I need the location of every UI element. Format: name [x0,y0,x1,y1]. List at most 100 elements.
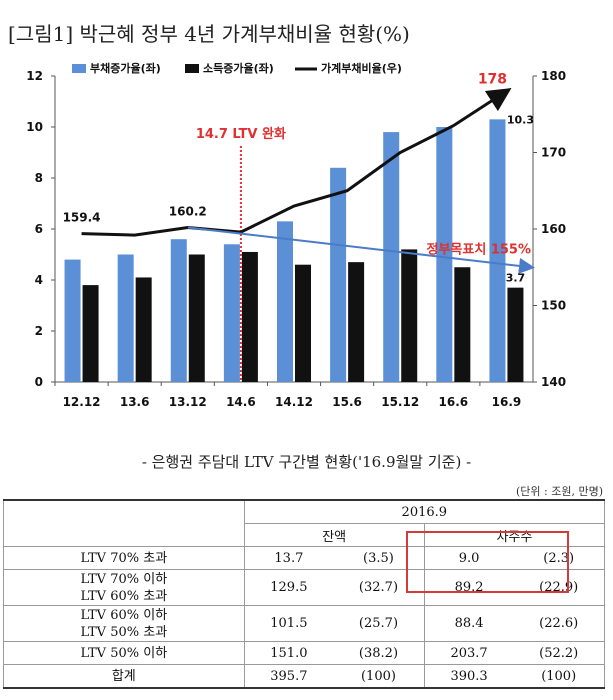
income-growth-bar [454,267,471,382]
borrowers-value: 203.7 [423,641,514,665]
right-tick-label: 170 [541,146,566,160]
x-tick-label: 13.12 [169,395,207,409]
table-row: LTV 50% 이하 151.0 (38.2) 203.7 (52.2) [3,641,606,665]
government-target-line [187,226,535,274]
debt-growth-bar [383,132,400,382]
header-corner [3,499,245,547]
balance-value: 13.7 [243,546,334,570]
row-label: 합계 [3,664,245,689]
left-tick-label: 4 [35,273,43,287]
ltv-unit-note: (단위 : 조원, 만명) [516,485,603,498]
x-tick-label: 12.12 [63,395,101,409]
right-tick-label: 140 [541,375,566,389]
debt-growth-bar [436,127,453,382]
row-label: LTV 60% 이하 LTV 50% 초과 [3,605,245,642]
table-row: LTV 70% 이하 LTV 60% 초과 129.5 (32.7) 89.2 (22.9… [3,569,606,606]
borrowers-value: 89.2 [423,569,514,606]
x-tick-label: 13.6 [120,395,150,409]
row-label: LTV 70% 이하 LTV 60% 초과 [3,569,245,606]
debt-growth-bar [223,244,240,382]
row-label-line: LTV 60% 이하 [80,607,168,623]
row-label-line: LTV 50% 초과 [80,624,168,640]
debt-growth-bar [330,167,347,382]
right-tick-label: 180 [541,69,566,83]
borrowers-value: 9.0 [423,546,514,570]
borrowers-share: (22.9) [513,569,606,606]
income-growth-bar [82,285,99,382]
left-tick-label: 12 [26,69,43,83]
legend-swatch-income-growth [185,64,199,73]
figure-title: [그림1] 박근혜 정부 4년 가계부채비율 현황(%) [8,22,410,46]
header-period: 2016.9 [243,499,606,524]
x-tick-label: 16.6 [439,395,469,409]
balance-share: (100) [333,664,425,689]
x-tick-label: 15.6 [332,395,362,409]
legend-label-debt-growth: 부채증가율(좌) [90,61,161,75]
right-tick-label: 150 [541,299,566,313]
data-label: 178 [478,71,507,87]
household-debt-ratio-line [81,88,512,237]
ltv-table: 2016.9 잔액 차주수 LTV 70% 초과 13.7 (3.5) 9.0 (2.3) LT… [3,499,606,689]
header-balance: 잔액 [243,523,425,547]
borrowers-share: (52.2) [513,641,606,665]
debt-growth-bar [170,239,187,382]
debt-growth-bar [277,221,293,382]
x-tick-label: 14.12 [275,395,313,409]
borrowers-share: (22.6) [513,605,606,642]
legend-label-debt-ratio: 가계부채비율(우) [321,61,402,75]
row-label-line: LTV 70% 초과 [80,550,168,566]
borrowers-share: (100) [513,664,606,689]
balance-share: (32.7) [333,569,425,606]
balance-share: (38.2) [333,641,425,665]
balance-value: 395.7 [243,664,334,689]
income-growth-bar [507,287,524,382]
balance-value: 129.5 [243,569,334,606]
government-target-label: 정부목표치 155% [427,241,532,257]
left-tick-label: 2 [35,324,43,338]
legend-swatch-debt-growth [72,64,86,73]
legend-label-income-growth: 소득증가율(좌) [203,61,274,75]
data-label: 10.3 [507,113,534,126]
debt-ratio-chart: 0 2 4 6 8 10 12 140 150 160 170 180 12.12 13.6 13.12 14… [26,61,566,409]
balance-share: (3.5) [333,546,425,570]
balance-share: (25.7) [333,605,425,642]
data-label: 159.4 [63,211,101,225]
income-growth-bar [401,249,418,382]
table-row: 합계 395.7 (100) 390.3 (100) [3,664,606,689]
row-label-line: LTV 70% 이하 [80,571,168,587]
left-tick-label: 10 [26,120,43,134]
income-growth-bar [348,262,365,382]
table-row: LTV 60% 이하 LTV 50% 초과 101.5 (25.7) 88.4 (22.6… [3,605,606,642]
left-tick-label: 6 [35,222,43,236]
balance-value: 101.5 [243,605,334,642]
table-row: LTV 70% 초과 13.7 (3.5) 9.0 (2.3) [3,546,606,570]
header-borrowers: 차주수 [423,523,606,547]
x-tick-label: 15.12 [381,395,419,409]
ltv-table-title: - 은행권 주담대 LTV 구간별 현황('16.9월말 기준) - [141,453,472,471]
debt-growth-bar [489,119,506,382]
balance-value: 151.0 [243,641,334,665]
borrowers-share: (2.3) [513,546,606,570]
right-tick-label: 160 [541,222,566,236]
row-label: LTV 70% 초과 [3,546,245,570]
ltv-easing-label: 14.7 LTV 완화 [196,126,286,142]
data-label: 160.2 [169,204,207,218]
income-growth-bar [241,251,258,382]
debt-growth-bar [64,259,81,382]
row-label: LTV 50% 이하 [3,641,245,665]
row-label-line: 합계 [111,668,136,684]
row-label-line: LTV 50% 이하 [80,645,168,661]
income-growth-bar [188,254,205,382]
debt-growth-bar [117,254,134,382]
left-tick-label: 0 [35,375,43,389]
x-tick-label: 14.6 [226,395,256,409]
left-tick-label: 8 [35,171,43,185]
data-label: 3.7 [506,272,526,285]
income-growth-bar [135,277,152,382]
table-header-row: 2016.9 [3,499,606,547]
borrowers-value: 390.3 [423,664,514,689]
x-tick-label: 16.9 [492,395,522,409]
income-growth-bar [295,264,311,382]
row-label-line: LTV 60% 초과 [80,588,168,604]
borrowers-value: 88.4 [423,605,514,642]
